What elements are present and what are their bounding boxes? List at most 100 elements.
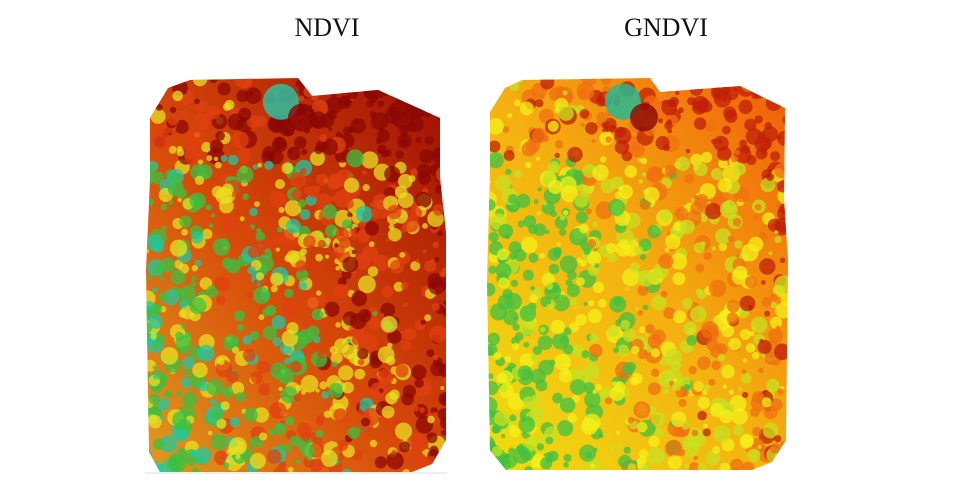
map-blob bbox=[619, 239, 629, 249]
map-blob bbox=[283, 357, 291, 365]
map-blob bbox=[268, 428, 276, 436]
map-blob bbox=[757, 444, 762, 450]
map-blob bbox=[208, 223, 214, 229]
map-blob bbox=[327, 110, 338, 120]
map-blob bbox=[199, 130, 205, 136]
map-blob bbox=[588, 300, 595, 307]
map-blob bbox=[565, 279, 573, 287]
map-blob bbox=[273, 422, 287, 436]
map-blob bbox=[601, 388, 611, 398]
map-blob bbox=[221, 238, 229, 247]
map-blob bbox=[229, 437, 247, 456]
map-blob bbox=[576, 82, 595, 101]
map-blob bbox=[197, 159, 204, 165]
map-blob bbox=[664, 247, 670, 253]
map-blob bbox=[618, 184, 633, 200]
map-blob bbox=[184, 144, 200, 160]
map-blob bbox=[361, 417, 370, 427]
map-blob bbox=[775, 325, 781, 331]
map-blob bbox=[700, 321, 719, 339]
map-blob bbox=[558, 369, 572, 383]
gndvi-map bbox=[487, 78, 788, 470]
map-blob bbox=[387, 204, 402, 220]
map-blob bbox=[578, 370, 585, 378]
map-blob bbox=[777, 180, 788, 193]
map-blob bbox=[190, 281, 197, 288]
map-blob bbox=[414, 378, 424, 388]
map-blob bbox=[624, 165, 637, 178]
map-blob bbox=[153, 438, 165, 450]
panel-title: NDVI bbox=[295, 13, 360, 42]
map-blob bbox=[249, 91, 254, 96]
map-blob bbox=[362, 170, 367, 175]
map-blob bbox=[558, 105, 574, 121]
map-blob bbox=[782, 115, 788, 125]
map-blob bbox=[424, 314, 432, 322]
map-blob bbox=[170, 173, 181, 183]
map-blob bbox=[400, 93, 412, 105]
map-blob bbox=[215, 131, 225, 141]
map-blob bbox=[581, 350, 590, 359]
map-blob bbox=[686, 334, 698, 346]
map-blob bbox=[436, 78, 444, 84]
map-blob bbox=[710, 168, 724, 181]
map-blob bbox=[441, 267, 446, 276]
map-blob bbox=[554, 152, 560, 159]
map-blob bbox=[206, 379, 223, 396]
map-blob bbox=[768, 328, 784, 344]
map-blob bbox=[401, 138, 409, 146]
map-blob bbox=[495, 175, 512, 192]
map-blob bbox=[620, 319, 631, 330]
map-blob bbox=[765, 95, 782, 112]
map-blob bbox=[509, 414, 517, 422]
map-blob bbox=[739, 139, 748, 148]
map-blob bbox=[231, 381, 245, 395]
map-blob bbox=[351, 290, 368, 307]
map-blob bbox=[146, 97, 155, 110]
map-blob bbox=[554, 140, 564, 149]
map-blob bbox=[637, 285, 649, 296]
map-blob bbox=[651, 368, 660, 377]
map-blob bbox=[429, 445, 439, 455]
map-blob bbox=[346, 193, 351, 198]
map-blob bbox=[148, 461, 164, 472]
map-blob bbox=[750, 407, 760, 418]
map-blob bbox=[295, 260, 307, 272]
map-blob bbox=[630, 345, 640, 355]
map-blob bbox=[508, 194, 518, 204]
map-blob bbox=[420, 319, 426, 325]
map-blob bbox=[245, 87, 262, 104]
map-blob bbox=[351, 249, 357, 255]
map-blob bbox=[700, 241, 706, 247]
map-blob bbox=[236, 324, 245, 332]
map-blob bbox=[415, 136, 422, 144]
map-blob bbox=[559, 214, 566, 221]
map-blob bbox=[155, 104, 163, 111]
map-blob bbox=[607, 325, 620, 337]
map-blob bbox=[301, 431, 311, 442]
map-blob bbox=[426, 349, 435, 358]
map-blob bbox=[342, 256, 359, 273]
map-blob bbox=[660, 290, 668, 298]
map-blob bbox=[396, 83, 401, 88]
map-blob bbox=[249, 207, 258, 217]
map-blob bbox=[487, 380, 499, 396]
map-blob bbox=[360, 333, 378, 351]
map-blob bbox=[774, 162, 788, 179]
map-blob bbox=[513, 316, 518, 321]
map-blob bbox=[494, 411, 510, 427]
map-blob bbox=[428, 277, 446, 295]
map-blob bbox=[542, 201, 548, 206]
map-blob bbox=[179, 346, 188, 355]
map-blob bbox=[253, 286, 271, 304]
map-blob bbox=[548, 263, 560, 275]
map-blob bbox=[402, 469, 410, 472]
map-blob bbox=[569, 297, 578, 306]
map-blob bbox=[275, 247, 280, 252]
map-blob bbox=[236, 166, 254, 184]
map-blob bbox=[396, 91, 408, 103]
map-blob bbox=[191, 275, 197, 281]
ndvi-map bbox=[146, 78, 446, 472]
map-blob bbox=[242, 335, 252, 345]
map-blob bbox=[341, 344, 357, 359]
